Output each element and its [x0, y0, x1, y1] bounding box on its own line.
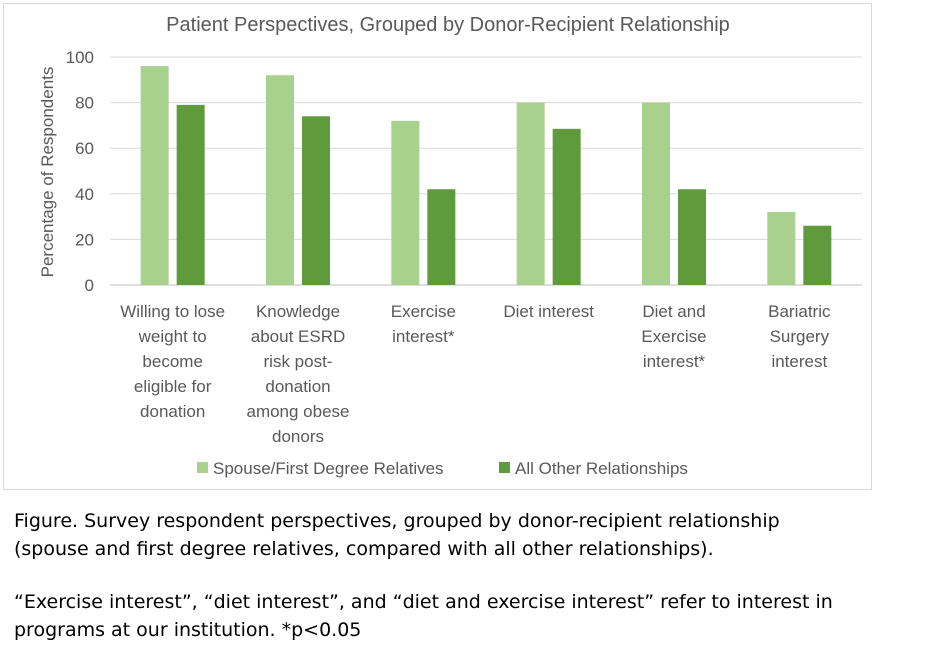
- chart-title: Patient Perspectives, Grouped by Donor-R…: [166, 14, 730, 36]
- legend-label: All Other Relationships: [515, 459, 688, 478]
- y-tick-label: 40: [75, 185, 94, 204]
- bar-series-2: [803, 225, 832, 285]
- y-tick-label: 80: [75, 94, 94, 113]
- legend-swatch: [197, 462, 208, 473]
- bar-series-2: [302, 116, 330, 285]
- caption-line: “Exercise interest”, “diet interest”, an…: [14, 591, 833, 613]
- x-tick-label: Knowledge about ESRD risk post-donation amo…: [246, 302, 349, 446]
- caption-line: Figure. Survey respondent perspectives, …: [14, 510, 780, 532]
- figure-caption: Figure. Survey respondent perspectives, …: [14, 507, 914, 563]
- y-tick-label: 20: [75, 230, 94, 249]
- bar-series-2: [176, 104, 205, 285]
- figure-note: “Exercise interest”, “diet interest”, an…: [14, 588, 914, 644]
- bar-series-1: [642, 102, 670, 285]
- y-tick-label: 0: [85, 276, 94, 295]
- bar-series-1: [266, 75, 294, 286]
- bar-chart: Patient Perspectives, Grouped by Donor-R…: [38, 14, 862, 478]
- y-tick-label: 60: [75, 139, 94, 158]
- x-tick-label: Diet and Exercise interest*: [641, 302, 706, 371]
- caption-line: (spouse and first degree relatives, comp…: [14, 538, 714, 560]
- caption-line: programs at our institution. *p<0.05: [14, 619, 362, 641]
- bar-series-1: [767, 212, 796, 285]
- bar-series-1: [516, 102, 545, 285]
- x-tick-label: Willing to lose weight to become eligible f…: [120, 302, 225, 421]
- bar-series-2: [678, 189, 706, 285]
- legend-swatch: [499, 462, 510, 473]
- x-tick-label: Exercise interest*: [391, 302, 456, 346]
- bar-series-2: [427, 189, 456, 285]
- x-tick-label: Bariatric Surgery interest: [768, 302, 831, 371]
- bar-series-1: [140, 66, 169, 286]
- bar-series-2: [552, 128, 581, 285]
- y-tick-label: 100: [66, 48, 94, 67]
- legend-label: Spouse/First Degree Relatives: [213, 459, 444, 478]
- bar-series-1: [391, 120, 420, 285]
- y-axis-label: Percentage of Respondents: [38, 67, 57, 278]
- x-tick-label: Diet interest: [503, 302, 594, 321]
